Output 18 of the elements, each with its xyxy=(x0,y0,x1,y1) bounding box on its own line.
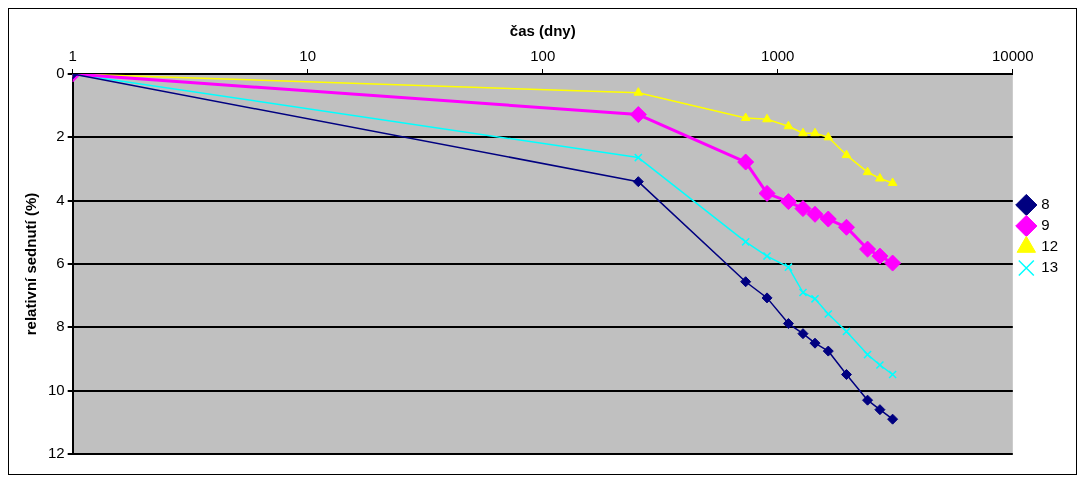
x-axis-title: čas (dny) xyxy=(509,22,576,40)
y-tick-label: 2 xyxy=(56,127,65,145)
y-tick-label: 12 xyxy=(48,444,65,462)
y-tick-label: 10 xyxy=(48,380,65,398)
y-axis-title: relativní sednutí (%) xyxy=(22,192,40,336)
legend-label: 8 xyxy=(1041,195,1050,213)
legend-label: 12 xyxy=(1041,237,1058,255)
x-tick-label: 10000 xyxy=(991,47,1034,65)
y-tick-label: 0 xyxy=(56,64,65,82)
x-tick-label: 100 xyxy=(530,47,556,65)
legend-label: 13 xyxy=(1041,258,1058,276)
x-tick-label: 1000 xyxy=(761,47,795,65)
x-tick-label: 10 xyxy=(299,47,317,65)
y-tick-label: 8 xyxy=(56,317,65,335)
y-tick-label: 6 xyxy=(56,254,65,272)
x-tick-label: 1 xyxy=(68,47,77,65)
y-tick-label: 4 xyxy=(56,190,65,208)
legend-label: 9 xyxy=(1041,216,1050,234)
